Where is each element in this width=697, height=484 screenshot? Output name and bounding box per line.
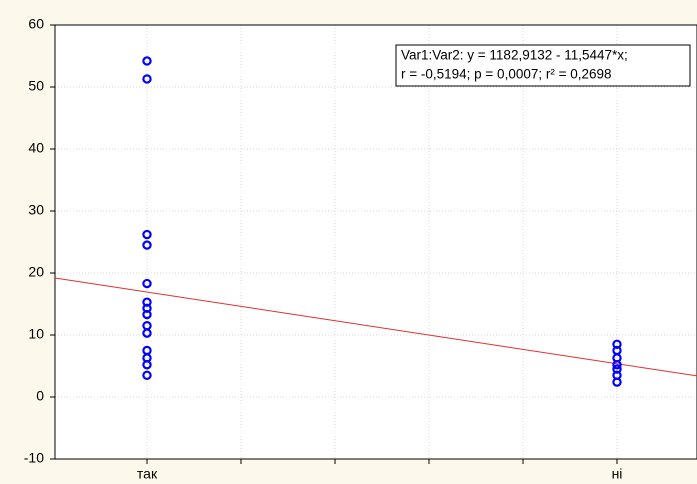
annotation-box: [395, 44, 691, 87]
point: [612, 360, 622, 370]
y-tick-label: 20: [28, 264, 44, 280]
trend-line: [54, 277, 697, 377]
point: [142, 56, 152, 66]
x-tick-label: ні: [612, 466, 623, 482]
point: [142, 278, 152, 289]
point: [142, 229, 152, 240]
point: [142, 74, 152, 84]
point: [142, 309, 152, 320]
point: [142, 370, 152, 380]
point: [142, 240, 152, 250]
y-tick-label: 0: [36, 388, 44, 404]
y-tick-label: 10: [28, 326, 44, 342]
y-tick-label: 30: [28, 202, 44, 218]
y-tick-label: 60: [28, 16, 44, 32]
point: [142, 328, 152, 338]
plot-area: [55, 25, 697, 459]
y-tick-label: 40: [28, 140, 44, 156]
y-tick-label: -10: [24, 450, 44, 466]
annotation: r = -0,5194; p = 0,0007; r² = 0,2698: [401, 67, 612, 82]
point: [142, 360, 152, 370]
y-tick-label: 50: [28, 78, 44, 94]
x-tick-label: так: [137, 466, 158, 482]
plot-frame: [54, 24, 697, 460]
point: [612, 377, 622, 387]
annotation: Var1:Var2: y = 1182,9132 - 11,5447*x;: [401, 48, 628, 63]
